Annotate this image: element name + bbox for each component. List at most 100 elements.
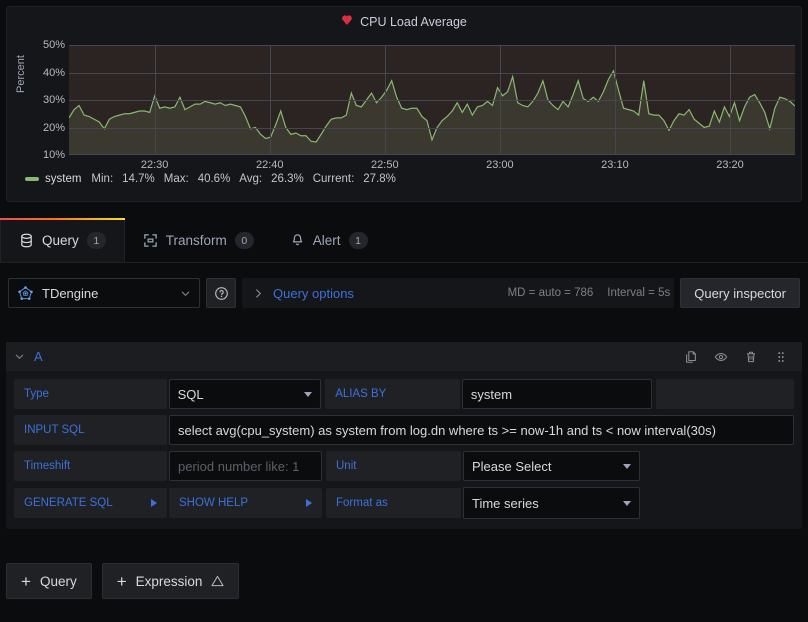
panel-title-text: CPU Load Average xyxy=(360,15,467,29)
panel-title: CPU Load Average xyxy=(7,7,801,37)
legend-avg-label: Avg: xyxy=(239,173,263,185)
chevron-right-icon xyxy=(256,288,262,298)
field-row-timeshift: Timeshift period number like: 1 Unit Ple… xyxy=(14,451,794,481)
gridline-horizontal xyxy=(69,45,795,46)
tab-query-badge: 1 xyxy=(86,232,106,249)
help-circle-icon xyxy=(214,286,228,300)
y-tick-label: 40% xyxy=(42,66,65,79)
x-tick-label: 23:00 xyxy=(486,159,514,171)
plot-area[interactable] xyxy=(69,45,795,155)
gridline-horizontal xyxy=(69,127,795,129)
legend-max-value: 40.6% xyxy=(197,173,231,185)
delete-query-icon[interactable] xyxy=(744,350,758,364)
input-sql-field[interactable]: select avg(cpu_system) as system from lo… xyxy=(169,415,794,445)
input-sql-value: select avg(cpu_system) as system from lo… xyxy=(178,422,716,438)
query-refid-label[interactable]: A xyxy=(34,349,43,364)
y-axis-ticks: 50% 40% 30% 20% 10% xyxy=(21,39,65,161)
field-row-input-sql: INPUT SQL select avg(cpu_system) as syst… xyxy=(14,415,794,445)
unit-label: Unit xyxy=(326,451,461,481)
gridline-vertical xyxy=(154,45,156,155)
series-line xyxy=(69,71,795,142)
database-icon xyxy=(21,233,32,248)
tab-query[interactable]: Query 1 xyxy=(0,218,125,262)
query-inspector-button[interactable]: Query inspector xyxy=(680,278,800,308)
field-row-actions: GENERATE SQL SHOW HELP Format as Time se… xyxy=(14,487,794,519)
tab-alert[interactable]: Alert 1 xyxy=(272,219,386,262)
query-options-section[interactable]: Query options MD = auto = 786 Interval =… xyxy=(242,278,675,308)
alias-by-input[interactable]: system xyxy=(461,379,653,409)
generate-sql-button[interactable]: GENERATE SQL xyxy=(14,488,167,518)
alias-by-label: ALIAS BY xyxy=(325,379,460,409)
gridline-vertical xyxy=(384,45,386,155)
gridline-vertical xyxy=(614,45,616,155)
add-query-button[interactable]: + Query xyxy=(6,563,92,599)
x-tick-label: 22:30 xyxy=(140,159,169,171)
datasource-name: TDengine xyxy=(42,285,99,301)
legend-current-value: 27.8% xyxy=(363,173,396,185)
y-tick-label: 50% xyxy=(42,39,65,51)
add-query-label: Query xyxy=(39,573,77,589)
legend-series-name[interactable]: system xyxy=(45,173,82,185)
broken-heart-icon xyxy=(342,15,352,25)
x-tick-label: 23:20 xyxy=(716,159,744,171)
series-system xyxy=(69,45,795,155)
drag-handle-icon[interactable] xyxy=(774,350,788,364)
collapse-query-icon[interactable] xyxy=(14,351,25,362)
type-select[interactable]: SQL xyxy=(168,379,322,409)
datasource-picker[interactable]: TDengine xyxy=(8,278,200,308)
tab-alert-label: Alert xyxy=(312,233,341,248)
tab-transform-label: Transform xyxy=(165,233,227,248)
query-options-md: MD = auto = 786 xyxy=(507,287,594,299)
x-tick-label: 23:10 xyxy=(601,159,629,171)
datasource-help-button[interactable] xyxy=(206,278,236,308)
type-label: Type xyxy=(14,379,167,409)
query-options-interval: Interval = 5s xyxy=(607,287,671,299)
add-expression-button[interactable]: + Expression xyxy=(101,563,240,599)
alias-by-value: system xyxy=(470,386,513,402)
legend-min-value: 14.7% xyxy=(122,173,155,185)
unit-select-value: Please Select xyxy=(472,458,552,474)
timeshift-placeholder: period number like: 1 xyxy=(178,458,300,474)
timeshift-input[interactable]: period number like: 1 xyxy=(169,451,322,481)
show-help-button[interactable]: SHOW HELP xyxy=(169,488,322,518)
gridline-horizontal xyxy=(69,72,795,74)
chevron-down-icon xyxy=(181,291,190,296)
gridline-horizontal xyxy=(69,100,795,101)
warning-triangle-icon xyxy=(211,575,224,587)
type-select-value: SQL xyxy=(177,386,204,402)
y-tick-label: 10% xyxy=(42,149,65,161)
y-tick-label: 30% xyxy=(42,94,65,106)
add-expression-label: Expression xyxy=(135,573,203,589)
duplicate-query-icon[interactable] xyxy=(684,350,698,364)
tab-query-label: Query xyxy=(42,233,79,248)
unit-select[interactable]: Please Select xyxy=(463,451,640,481)
timeshift-label: Timeshift xyxy=(14,451,167,481)
tab-transform-badge: 0 xyxy=(234,232,254,249)
x-tick-label: 22:50 xyxy=(371,159,399,171)
caret-down-icon xyxy=(304,391,313,397)
hide-query-icon[interactable] xyxy=(714,350,728,364)
format-as-value: Time series xyxy=(472,495,539,511)
chart-plot-wrap: Percent 50% 40% 30% 20% 10% 22:30 22:40 22:50 2… xyxy=(7,37,803,171)
query-row-actions xyxy=(684,350,794,364)
query-options-label[interactable]: Query options xyxy=(273,285,354,301)
format-as-select[interactable]: Time series xyxy=(463,487,640,519)
tdengine-logo-icon xyxy=(18,285,33,300)
type-row-filler xyxy=(656,379,794,409)
query-row-a: A Type xyxy=(6,342,802,529)
y-tick-label: 20% xyxy=(42,121,65,134)
field-row-type: Type SQL ALIAS BY system xyxy=(14,379,794,409)
gridline-horizontal xyxy=(69,154,795,155)
triangle-right-icon xyxy=(151,499,157,507)
legend-color-swatch[interactable] xyxy=(25,177,39,181)
triangle-right-icon xyxy=(306,499,312,507)
generate-sql-label: GENERATE SQL xyxy=(24,497,113,509)
plus-icon: + xyxy=(21,571,31,591)
show-help-label: SHOW HELP xyxy=(179,497,249,509)
caret-down-icon xyxy=(623,500,631,506)
format-as-label: Format as xyxy=(326,488,461,518)
caret-down-icon xyxy=(623,463,631,469)
tab-transform[interactable]: Transform 0 xyxy=(125,219,272,262)
transform-icon xyxy=(143,234,157,247)
tab-alert-badge: 1 xyxy=(348,232,368,249)
